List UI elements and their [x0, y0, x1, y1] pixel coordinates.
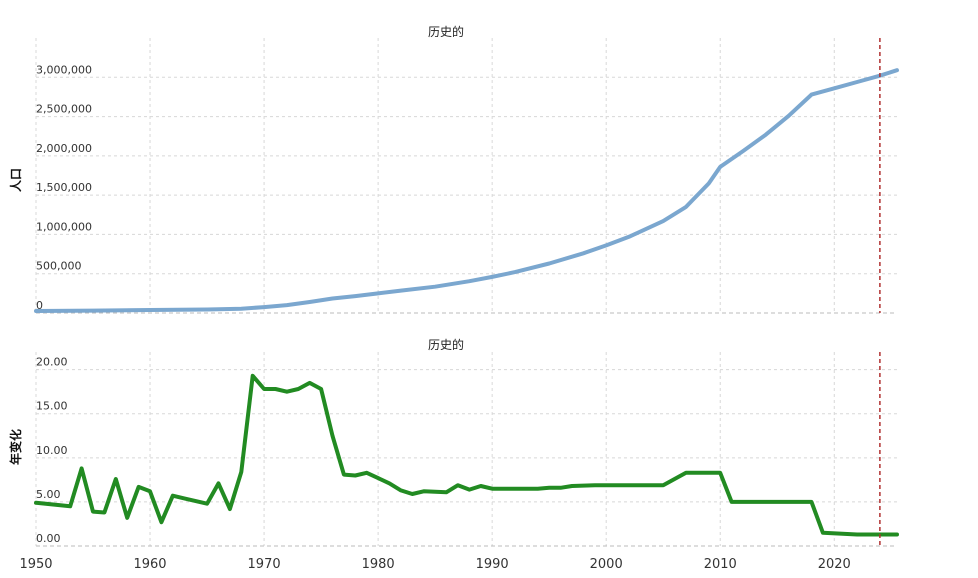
annual-change-chart-title: 历史的	[428, 337, 464, 352]
population-y-tick-label: 0	[36, 299, 43, 312]
annual-change-y-tick-label: 5.00	[36, 488, 61, 501]
population-y-tick-label: 2,500,000	[36, 103, 92, 116]
population-chart-title: 历史的	[428, 24, 464, 39]
population-y-axis-label: 人口	[8, 168, 23, 192]
population-y-tick-label: 3,000,000	[36, 63, 92, 76]
x-tick-label: 2000	[590, 557, 623, 572]
x-tick-label: 1970	[248, 557, 281, 572]
population-gridlines	[35, 38, 897, 313]
annual-change-gridlines	[35, 352, 897, 546]
annual-change-series-line	[34, 373, 899, 537]
annual-change-y-tick-label: 20.00	[36, 356, 68, 369]
x-tick-label: 1990	[476, 557, 509, 572]
annual-change-y-tick-label: 15.00	[36, 400, 68, 413]
annual-change-y-ticks: 0.00 5.00 10.00 15.00 20.00	[36, 356, 68, 545]
x-tick-label: 2020	[818, 557, 851, 572]
annual-change-y-tick-label: 0.00	[36, 532, 61, 545]
population-y-tick-label: 2,000,000	[36, 142, 92, 155]
x-tick-label: 1980	[362, 557, 395, 572]
population-series-line	[34, 68, 899, 313]
x-tick-label: 1950	[19, 557, 52, 572]
population-y-ticks: 0 500,000 1,000,000 1,500,000 2,000,000 2,500…	[36, 63, 92, 312]
x-tick-label: 2010	[704, 557, 737, 572]
population-y-tick-label: 1,000,000	[36, 220, 92, 233]
annual-change-y-tick-label: 10.00	[36, 444, 68, 457]
x-tick-label: 1960	[133, 557, 166, 572]
x-axis-ticks: 1950 1960 1970 1980 1990 2000 2010 2020	[19, 557, 850, 572]
annual-change-y-axis-label: 年变化	[8, 429, 23, 465]
population-y-tick-label: 1,500,000	[36, 181, 92, 194]
population-y-tick-label: 500,000	[36, 260, 82, 273]
